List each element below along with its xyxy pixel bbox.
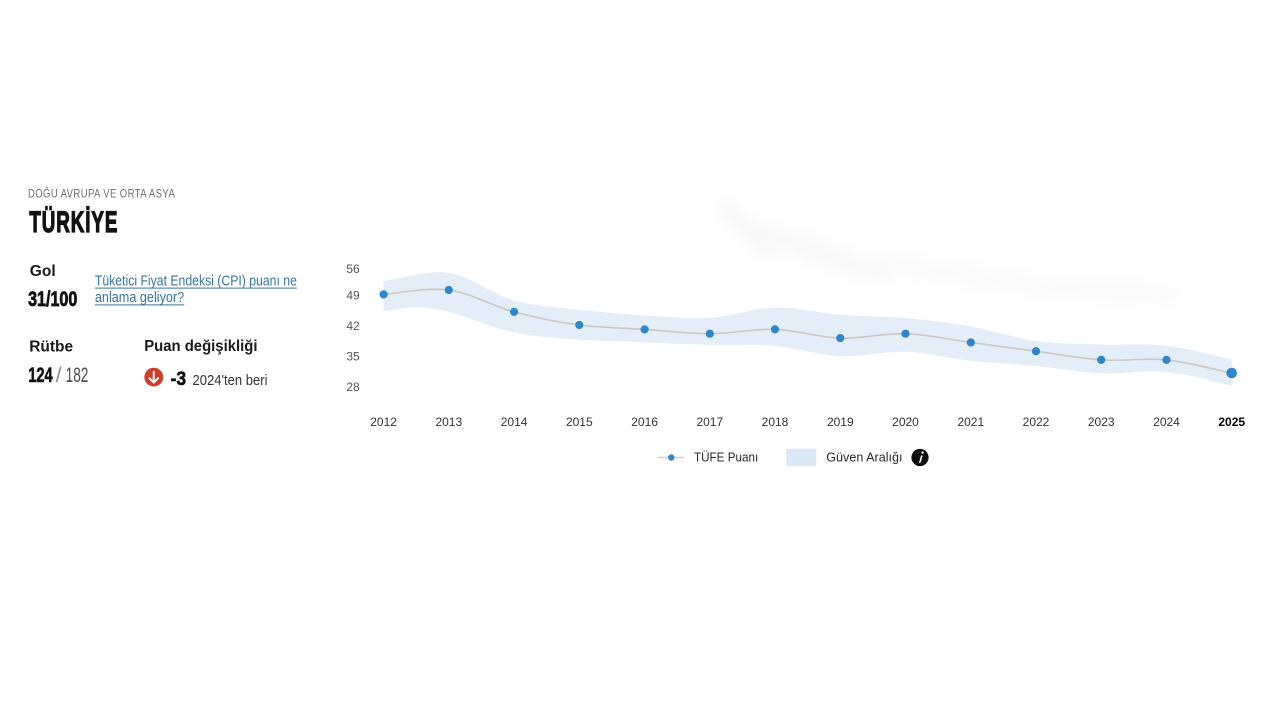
svg-text:28: 28 bbox=[346, 380, 360, 394]
svg-text:2017: 2017 bbox=[696, 415, 723, 429]
svg-text:2025: 2025 bbox=[1218, 415, 1245, 429]
svg-text:-3: -3 bbox=[171, 368, 187, 390]
svg-text:42: 42 bbox=[346, 319, 360, 333]
svg-text:2021: 2021 bbox=[957, 415, 984, 429]
svg-text:/: / bbox=[56, 364, 62, 387]
svg-text:TÜRKİYE: TÜRKİYE bbox=[29, 206, 118, 239]
svg-text:Rütbe: Rütbe bbox=[29, 338, 73, 355]
svg-text:2024: 2024 bbox=[1153, 415, 1180, 429]
svg-text:Güven Aralığı: Güven Aralığı bbox=[826, 450, 902, 465]
svg-text:2020: 2020 bbox=[892, 415, 919, 429]
svg-text:2016: 2016 bbox=[631, 415, 658, 429]
svg-text:anlama geliyor?: anlama geliyor? bbox=[95, 289, 184, 306]
svg-text:TÜFE Puanı: TÜFE Puanı bbox=[694, 450, 758, 465]
svg-text:2012: 2012 bbox=[370, 415, 397, 429]
svg-text:2019: 2019 bbox=[827, 415, 854, 429]
svg-text:124: 124 bbox=[28, 364, 53, 387]
svg-text:Puan değişikliği: Puan değişikliği bbox=[144, 338, 257, 355]
svg-text:35: 35 bbox=[346, 349, 360, 363]
svg-text:2013: 2013 bbox=[435, 415, 462, 429]
svg-text:56: 56 bbox=[346, 262, 360, 276]
svg-text:2014: 2014 bbox=[501, 415, 528, 429]
svg-text:2015: 2015 bbox=[566, 415, 593, 429]
svg-text:2024'ten beri: 2024'ten beri bbox=[193, 372, 268, 389]
svg-text:Tüketici Fiyat Endeksi (CPI) p: Tüketici Fiyat Endeksi (CPI) puanı ne bbox=[95, 272, 297, 289]
svg-text:Gol: Gol bbox=[30, 263, 56, 280]
svg-text:2018: 2018 bbox=[762, 415, 789, 429]
svg-text:DOĞU AVRUPA VE ORTA ASYA: DOĞU AVRUPA VE ORTA ASYA bbox=[28, 187, 175, 200]
svg-text:2022: 2022 bbox=[1023, 415, 1050, 429]
svg-text:31/100: 31/100 bbox=[28, 288, 77, 311]
svg-text:2023: 2023 bbox=[1088, 415, 1115, 429]
svg-text:182: 182 bbox=[66, 364, 89, 387]
svg-text:49: 49 bbox=[346, 288, 360, 302]
